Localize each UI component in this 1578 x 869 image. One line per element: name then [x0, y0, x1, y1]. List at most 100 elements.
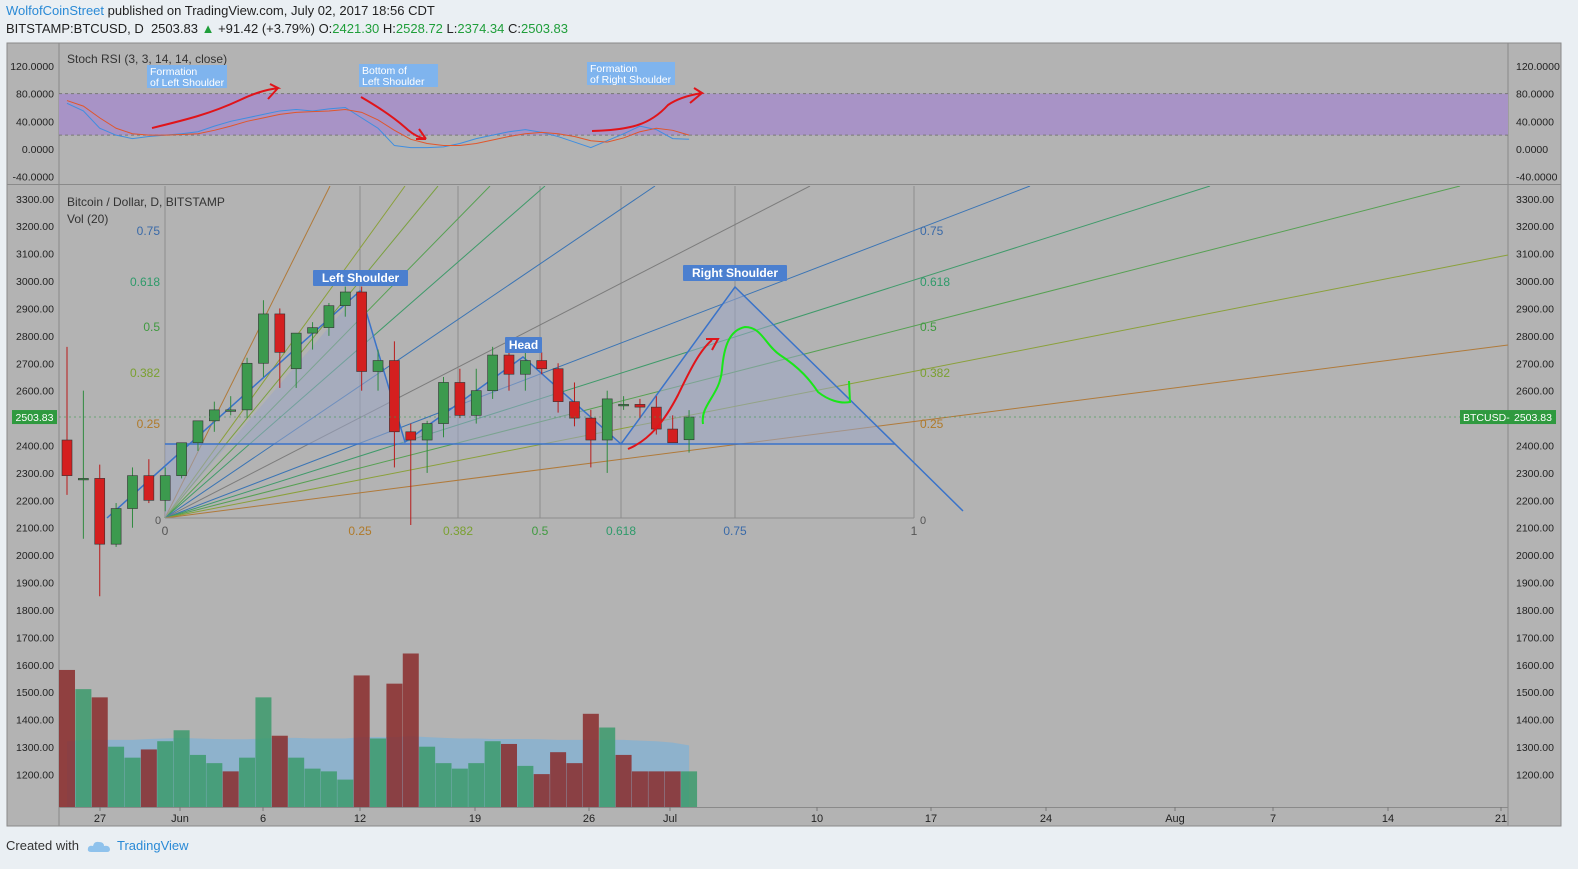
rsi-note-left-box: [147, 65, 227, 88]
candle-body: [78, 478, 89, 481]
volume-bar: [370, 738, 387, 807]
green-path: [701, 325, 852, 425]
volume-bar: [91, 697, 108, 807]
volume-bar: [271, 735, 288, 807]
candle-body: [143, 475, 155, 501]
volume-bar: [664, 771, 681, 807]
close-value: 2503.83: [521, 21, 569, 36]
price-tick-left: 1300.00: [16, 742, 54, 754]
fib-fan-line: [164, 186, 656, 519]
price-pane[interactable]: [59, 186, 1508, 807]
candle-body: [290, 332, 302, 370]
fib-level-right: 0.618: [920, 275, 950, 289]
candle-body: [667, 428, 678, 444]
volume-bar: [533, 774, 550, 807]
fib-level-left: 0.382: [130, 366, 160, 380]
price-tick-left: 2700.00: [16, 358, 54, 370]
fib-time-label: 0.25: [348, 524, 372, 538]
rsi-tick-right: 80.0000: [1516, 89, 1554, 101]
fib-level-right: 0.75: [920, 224, 944, 238]
fib-fan-line: [164, 186, 1031, 519]
fib-level-left: 0.75: [137, 224, 161, 238]
volume-bar: [124, 757, 141, 807]
symbol-label: BITSTAMP:BTCUSD, D: [6, 21, 144, 36]
volume-bar: [648, 771, 665, 807]
volume-bar: [566, 763, 583, 807]
price-tick-left: 3000.00: [16, 276, 54, 288]
candle-body: [274, 313, 286, 353]
time-tick-label: 17: [925, 813, 937, 825]
price-tick-left: 2000.00: [16, 550, 54, 562]
candle-body: [585, 417, 597, 441]
price-pane-title: Bitcoin / Dollar, D, BITSTAMP: [67, 195, 225, 209]
price-change: +91.42 (+3.79%): [218, 21, 315, 36]
volume-bar: [75, 689, 92, 807]
price-tick-left: 2600.00: [16, 386, 54, 398]
price-tick-right: 2200.00: [1516, 495, 1554, 507]
price-tick-left: 1400.00: [16, 715, 54, 727]
fib-time-label: 0.618: [606, 524, 636, 538]
candle-body: [323, 305, 335, 328]
candle-body: [520, 360, 531, 375]
left-shoulder-label-box: [313, 270, 408, 286]
last-price-tag-sep: -: [1506, 412, 1510, 424]
time-tick-label: 24: [1040, 813, 1052, 825]
volume-label: Vol (20): [67, 212, 108, 226]
price-tick-right: 2600.00: [1516, 386, 1554, 398]
fib-level-left: 0.618: [130, 275, 160, 289]
ohlc-header: BITSTAMP:BTCUSD, D 2503.83 ▲ +91.42 (+3.…: [6, 21, 568, 36]
tradingview-link[interactable]: TradingView: [116, 838, 189, 853]
high-value: 2528.72: [395, 21, 443, 36]
red-arrowhead: [706, 338, 720, 351]
up-arrow-icon: ▲: [201, 21, 215, 36]
author-link[interactable]: WolfofCoinStreet: [6, 3, 105, 18]
rsi-note-bottom-box: [359, 64, 438, 87]
rsi-note-right-line1: Formation: [590, 63, 637, 75]
time-tick-label: 26: [583, 813, 595, 825]
time-tick-label: 7: [1270, 813, 1276, 825]
head-label: Head: [509, 338, 538, 352]
volume-bar: [304, 768, 321, 807]
price-tick-right: 1500.00: [1516, 687, 1554, 699]
candle-body: [389, 360, 400, 433]
candle-body: [258, 313, 269, 364]
chart-canvas[interactable]: Stoch RSI (3, 3, 14, 14, close)120.0000 1…: [0, 0, 1578, 836]
price-axes: Bitcoin / Dollar, D, BITSTAMP Vol (20) 330…: [12, 194, 1556, 825]
fib-level-left: 0.25: [137, 417, 161, 431]
candle-body: [438, 382, 449, 424]
price-tick-right: 2000.00: [1516, 550, 1554, 562]
rsi-tick-right: 120.0000: [1516, 61, 1560, 73]
red-arrow: [627, 339, 713, 450]
candle-body: [618, 404, 629, 407]
fib-time-label: 0.75: [723, 524, 747, 538]
candle-body: [634, 404, 646, 408]
last-price-tag-right-text: 2503.83: [1514, 412, 1552, 424]
rsi-red-arrow-3: [591, 87, 705, 132]
close-label: C:: [508, 21, 522, 36]
volume-bar: [206, 763, 223, 807]
rsi-tick-right: -40.0000: [1516, 172, 1558, 184]
last-price-tag-right: [1460, 410, 1556, 425]
volume-bar: [631, 771, 648, 807]
fib-level-left: 0.5: [143, 320, 160, 334]
time-tick-label: 10: [811, 813, 823, 825]
rsi-note-right-box: [587, 62, 675, 85]
stoch-rsi-axes: Stoch RSI (3, 3, 14, 14, close) 120.0000 1…: [10, 52, 1560, 184]
fib-fan-line: [164, 186, 811, 519]
stoch-rsi-pane[interactable]: [59, 93, 1508, 149]
rsi-red-arrow-1: [151, 83, 282, 129]
volume-bar: [402, 653, 419, 807]
price-tick-right: 3000.00: [1516, 276, 1554, 288]
annotations-layer: Left Shoulder Head Right Shoulder Formation…: [130, 62, 950, 538]
fib-fan-line: [164, 186, 1461, 519]
price-tick-right: 2700.00: [1516, 358, 1554, 370]
time-tick-label: 6: [260, 813, 266, 825]
volume-bar: [157, 741, 174, 807]
fib-level-right: 0.382: [920, 366, 950, 380]
volume-bar: [615, 754, 632, 807]
price-tick-right: 3300.00: [1516, 194, 1554, 206]
volume-bar: [59, 669, 75, 807]
rsi-note-right: Formation of Right Shoulder: [590, 63, 672, 86]
price-tick-left: 1800.00: [16, 605, 54, 617]
candle-body: [454, 382, 466, 416]
